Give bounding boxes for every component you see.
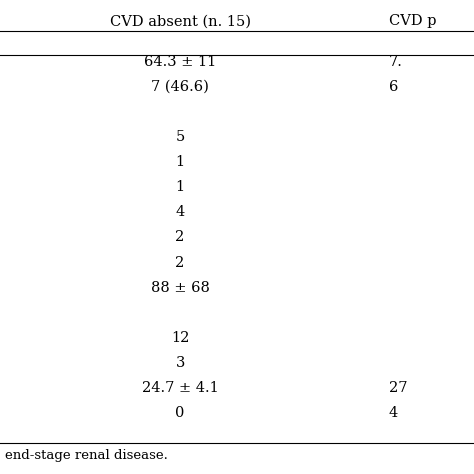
Text: 4: 4 [175, 205, 185, 219]
Text: 7 (46.6): 7 (46.6) [151, 80, 209, 94]
Text: 88 ± 68: 88 ± 68 [151, 281, 210, 295]
Text: 12: 12 [171, 331, 189, 345]
Text: 2: 2 [175, 230, 185, 245]
Text: 5: 5 [175, 130, 185, 144]
Text: 7.: 7. [389, 55, 402, 69]
Text: 3: 3 [175, 356, 185, 370]
Text: 27: 27 [389, 381, 407, 395]
Text: CVD absent (n. 15): CVD absent (n. 15) [109, 14, 251, 28]
Text: 1: 1 [175, 180, 185, 194]
Text: 64.3 ± 11: 64.3 ± 11 [144, 55, 216, 69]
Text: CVD p: CVD p [389, 14, 436, 28]
Text: 6: 6 [389, 80, 398, 94]
Text: 0: 0 [175, 406, 185, 420]
Text: 4: 4 [389, 406, 398, 420]
Text: 2: 2 [175, 255, 185, 270]
Text: end-stage renal disease.: end-stage renal disease. [5, 449, 168, 463]
Text: 1: 1 [175, 155, 185, 169]
Text: 24.7 ± 4.1: 24.7 ± 4.1 [142, 381, 219, 395]
